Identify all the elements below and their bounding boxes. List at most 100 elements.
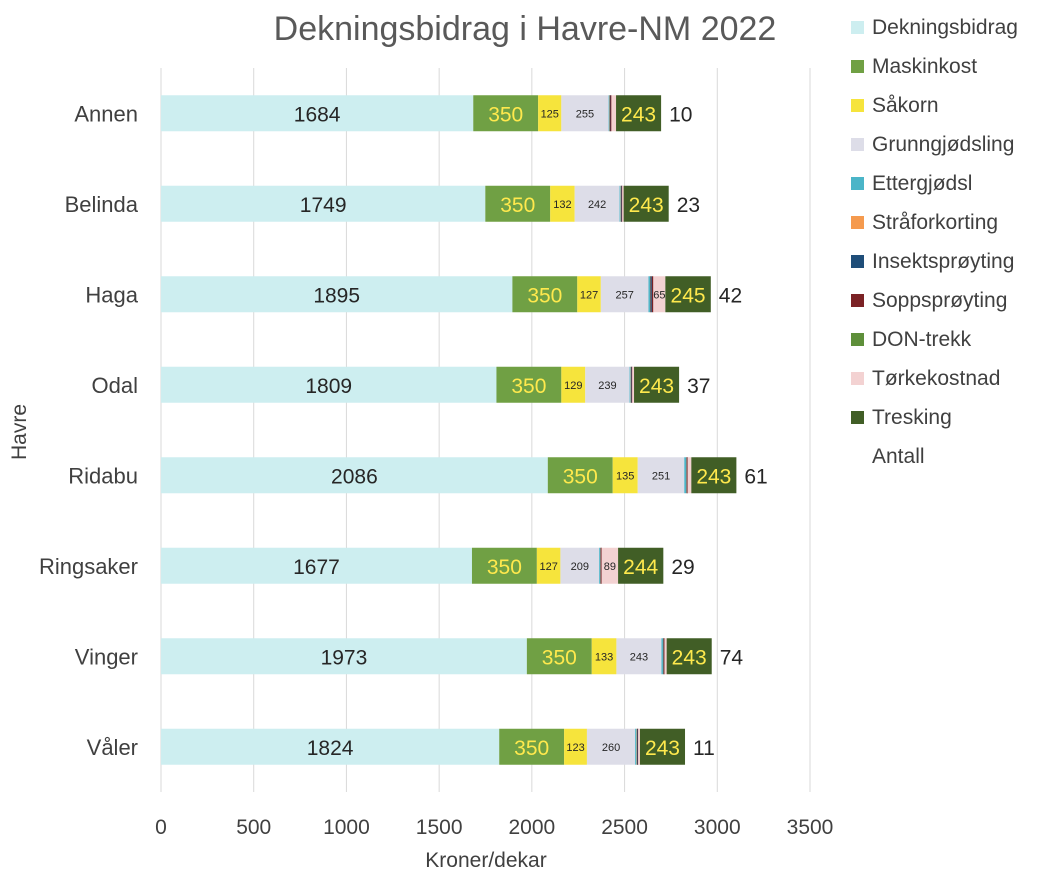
data-label: 1684 <box>294 103 341 126</box>
bar-segment <box>538 95 562 132</box>
bar-segment <box>632 366 635 403</box>
legend-swatch <box>851 255 864 268</box>
data-labels: 1824 350 123 260 243 11 1973 350 133 243 243 74 1677… <box>293 103 768 760</box>
data-label: 61 <box>744 465 767 488</box>
bar-segment <box>161 547 472 584</box>
data-label: 1973 <box>321 646 368 669</box>
bar-segment <box>663 638 665 675</box>
data-label: 255 <box>576 108 594 120</box>
data-label: 123 <box>566 742 584 754</box>
bar-segment <box>600 547 602 584</box>
x-tick-label: 500 <box>236 816 271 839</box>
category-label: Vinger <box>75 644 138 669</box>
x-axis-title: Kroner/dekar <box>425 849 546 872</box>
data-label: 2086 <box>331 465 378 488</box>
category-labels: Våler Vinger Ringsaker Ridabu Odal Haga Belind… <box>39 101 139 760</box>
category-label: Annen <box>74 101 138 126</box>
bar-segment <box>499 728 565 765</box>
bar-segment <box>666 638 712 675</box>
bar-segment <box>496 366 562 403</box>
data-label: 257 <box>615 289 633 301</box>
bar-segment <box>161 95 474 132</box>
category-label: Haga <box>85 282 138 307</box>
bar-segment <box>609 95 611 132</box>
bar-segment <box>618 547 664 584</box>
data-label: 350 <box>511 375 546 398</box>
bar-segment <box>473 95 539 132</box>
bar-segment <box>547 457 613 494</box>
bar-segment <box>616 638 662 675</box>
data-label: 127 <box>580 289 598 301</box>
legend-swatch <box>851 216 864 229</box>
bar-segment <box>586 728 636 765</box>
bar-segment <box>636 728 638 765</box>
gridlines <box>160 68 811 792</box>
bar-segment <box>665 276 711 313</box>
bar-segment <box>637 728 639 765</box>
bar-segment <box>612 457 638 494</box>
data-label: 209 <box>571 561 589 573</box>
bar-segment <box>161 457 548 494</box>
bar-segment <box>631 366 633 403</box>
data-label: 243 <box>621 103 656 126</box>
legend-label: Soppsprøyting <box>872 289 1007 312</box>
bar-segment <box>664 638 667 675</box>
legend: Dekningsbidrag Maskinkost Såkorn Grunngjøds… <box>851 16 1018 468</box>
data-label: 350 <box>563 465 598 488</box>
category-label: Ringsaker <box>39 554 138 579</box>
x-tick-labels: 0 500 1000 1500 2000 2500 3000 3500 <box>155 816 833 839</box>
bar-segment <box>512 276 578 313</box>
bar-segment <box>608 95 610 132</box>
bar-segment <box>619 185 621 222</box>
bar-segment <box>686 457 688 494</box>
data-label: 89 <box>604 561 616 573</box>
bar-segment <box>691 457 737 494</box>
bar-segment <box>536 547 561 584</box>
legend-swatch <box>851 60 864 73</box>
bar-segment <box>564 728 587 765</box>
bar-segment <box>161 728 500 765</box>
bar-segment <box>621 185 623 222</box>
data-label: 129 <box>564 380 582 392</box>
x-tick-label: 2000 <box>508 816 555 839</box>
data-label: 133 <box>595 651 613 663</box>
data-label: 10 <box>669 103 692 126</box>
data-label: 350 <box>542 646 577 669</box>
legend-label: Grunngjødsling <box>872 133 1014 156</box>
legend-swatch <box>851 411 864 424</box>
legend-swatch <box>851 333 864 346</box>
legend-swatch <box>851 294 864 307</box>
data-label: 350 <box>527 284 562 307</box>
x-tick-label: 1500 <box>416 816 463 839</box>
bar-segment <box>577 276 601 313</box>
legend-swatch <box>851 177 864 190</box>
data-label: 260 <box>602 742 620 754</box>
bar-segment <box>585 366 630 403</box>
x-tick-label: 1000 <box>323 816 370 839</box>
category-label: Odal <box>92 373 138 398</box>
data-label: 1895 <box>313 284 360 307</box>
data-label: 11 <box>693 737 715 760</box>
bar-segment <box>471 547 537 584</box>
bar-segment <box>637 457 685 494</box>
data-label: 244 <box>623 556 658 579</box>
bar-segment <box>684 457 687 494</box>
data-label: 350 <box>487 556 522 579</box>
bar-segment <box>601 547 602 584</box>
bar-segment <box>161 185 486 222</box>
category-label: Ridabu <box>68 463 138 488</box>
data-label: 1809 <box>305 375 352 398</box>
bar-segment <box>526 638 592 675</box>
category-label: Belinda <box>65 192 139 217</box>
chart-title: Dekningsbidrag i Havre-NM 2022 <box>274 10 777 48</box>
bar-segment <box>635 728 637 765</box>
data-label: 125 <box>541 108 559 120</box>
bar-segment <box>621 185 622 222</box>
data-label: 74 <box>720 646 744 669</box>
bar-segment <box>611 95 617 132</box>
data-label: 127 <box>539 561 557 573</box>
data-label: 243 <box>645 737 680 760</box>
bar-segment <box>574 185 620 222</box>
bar-segment <box>560 547 600 584</box>
